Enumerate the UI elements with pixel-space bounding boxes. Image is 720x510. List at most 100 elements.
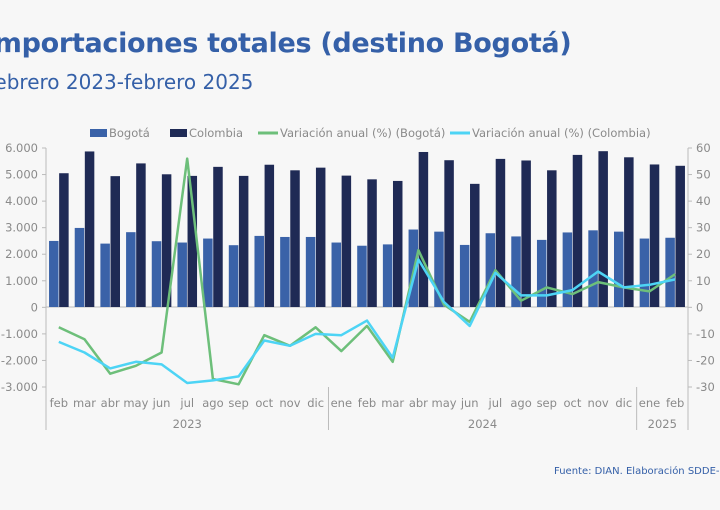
bar-colombia [59, 173, 69, 307]
bar-bogota [49, 240, 59, 307]
right-tick-label: 40 [696, 194, 711, 208]
bar-colombia [418, 151, 429, 307]
bar-bogota [665, 237, 675, 307]
bar-bogota [434, 231, 444, 307]
left-tick-label: 5.000 [5, 168, 38, 182]
category-label: feb [358, 396, 376, 410]
bar-colombia [290, 170, 300, 307]
legend-swatch [170, 129, 187, 137]
category-label: mar [73, 396, 96, 410]
category-label: mar [381, 396, 404, 410]
bar-colombia [470, 183, 480, 307]
bar-colombia [136, 163, 146, 307]
right-tick-label: 10 [696, 274, 711, 288]
bar-bogota [614, 231, 624, 307]
bar-colombia [649, 164, 660, 307]
legend-label: Colombia [189, 126, 243, 140]
bar-bogota [485, 233, 496, 307]
chart-subtitle: Febrero 2023-febrero 2025 [0, 70, 254, 94]
right-tick-label: 50 [696, 168, 711, 182]
left-tick-label: 6.000 [5, 141, 38, 155]
bar-bogota [536, 239, 547, 307]
category-label: ene [331, 396, 352, 410]
year-label: 2023 [173, 417, 202, 431]
bar-bogota [305, 236, 316, 307]
legend-label: Variación anual (%) (Bogotá) [280, 126, 445, 140]
right-tick-label: -20 [696, 353, 715, 367]
bar-bogota [459, 244, 470, 307]
bar-colombia [315, 167, 326, 307]
bar-colombia [675, 165, 685, 307]
category-label: nov [279, 396, 300, 410]
category-label: feb [666, 396, 684, 410]
category-label: nov [588, 396, 609, 410]
bar-bogota [588, 230, 598, 307]
bar-colombia [264, 164, 275, 307]
category-label: abr [101, 396, 120, 410]
legend: Bogotá Colombia Variación anual (%) (Bogot… [90, 126, 651, 140]
bar-bogota [74, 227, 85, 307]
left-tick-label: 3.000 [5, 221, 38, 235]
bar-bogota [331, 242, 342, 307]
category-label: dic [307, 396, 324, 410]
bar-colombia [444, 160, 454, 307]
bar-bogota [511, 236, 521, 307]
bar-bogota [382, 244, 393, 307]
bar-colombia [84, 151, 95, 307]
category-label: oct [564, 396, 582, 410]
source-note: Fuente: DIAN. Elaboración SDDE- O [554, 466, 720, 477]
left-tick-label: 2.000 [5, 247, 38, 261]
category-label: jun [152, 396, 171, 410]
category-label: may [123, 396, 148, 410]
right-tick-label: 20 [696, 247, 711, 261]
legend-label: Bogotá [109, 126, 150, 140]
left-tick-label: 0 [31, 300, 38, 314]
bar-bogota [151, 241, 162, 307]
bar-bogota [126, 232, 136, 307]
bar-colombia [624, 157, 634, 307]
category-label: ago [202, 396, 223, 410]
bar-colombia [392, 180, 403, 307]
bar-colombia [572, 154, 583, 307]
chart-title: Importaciones totales (destino Bogotá) [0, 28, 572, 59]
bar-colombia [110, 176, 120, 307]
line-var-colombia [58, 258, 676, 385]
category-label: jul [488, 396, 503, 410]
category-label: may [432, 396, 457, 410]
category-label: feb [50, 396, 68, 410]
line-var-bogota [58, 157, 676, 386]
left-tick-label: -3.000 [1, 380, 38, 394]
right-tick-label: 30 [696, 221, 711, 235]
lines [58, 157, 676, 386]
bar-bogota [254, 235, 264, 307]
bar-bogota [100, 243, 110, 307]
right-tick-label: 60 [696, 141, 711, 155]
bar-colombia [213, 166, 223, 307]
bar-colombia [238, 175, 249, 307]
bar-bogota [177, 242, 187, 307]
category-label: dic [615, 396, 632, 410]
bar-colombia [161, 174, 172, 307]
legend-swatch [90, 129, 107, 137]
right-tick-label: -10 [696, 327, 715, 341]
category-label: ago [510, 396, 531, 410]
legend-label: Variación anual (%) (Colombia) [472, 126, 651, 140]
bar-colombia [495, 158, 506, 307]
bar-colombia [187, 175, 198, 307]
left-tick-label: -1.000 [1, 327, 38, 341]
left-tick-label: -2.000 [1, 353, 38, 367]
right-tick-label: -30 [696, 380, 715, 394]
bar-bogota [280, 236, 290, 307]
bar-bogota [357, 245, 367, 307]
bar-colombia [547, 170, 557, 307]
bar-bogota [228, 245, 239, 307]
bars [49, 151, 685, 307]
bar-colombia [341, 175, 352, 307]
category-label: sep [537, 396, 557, 410]
bar-bogota [203, 238, 213, 307]
bar-bogota [639, 238, 650, 307]
bar-colombia [521, 160, 531, 307]
category-label: oct [255, 396, 273, 410]
right-tick-label: 0 [696, 300, 703, 314]
